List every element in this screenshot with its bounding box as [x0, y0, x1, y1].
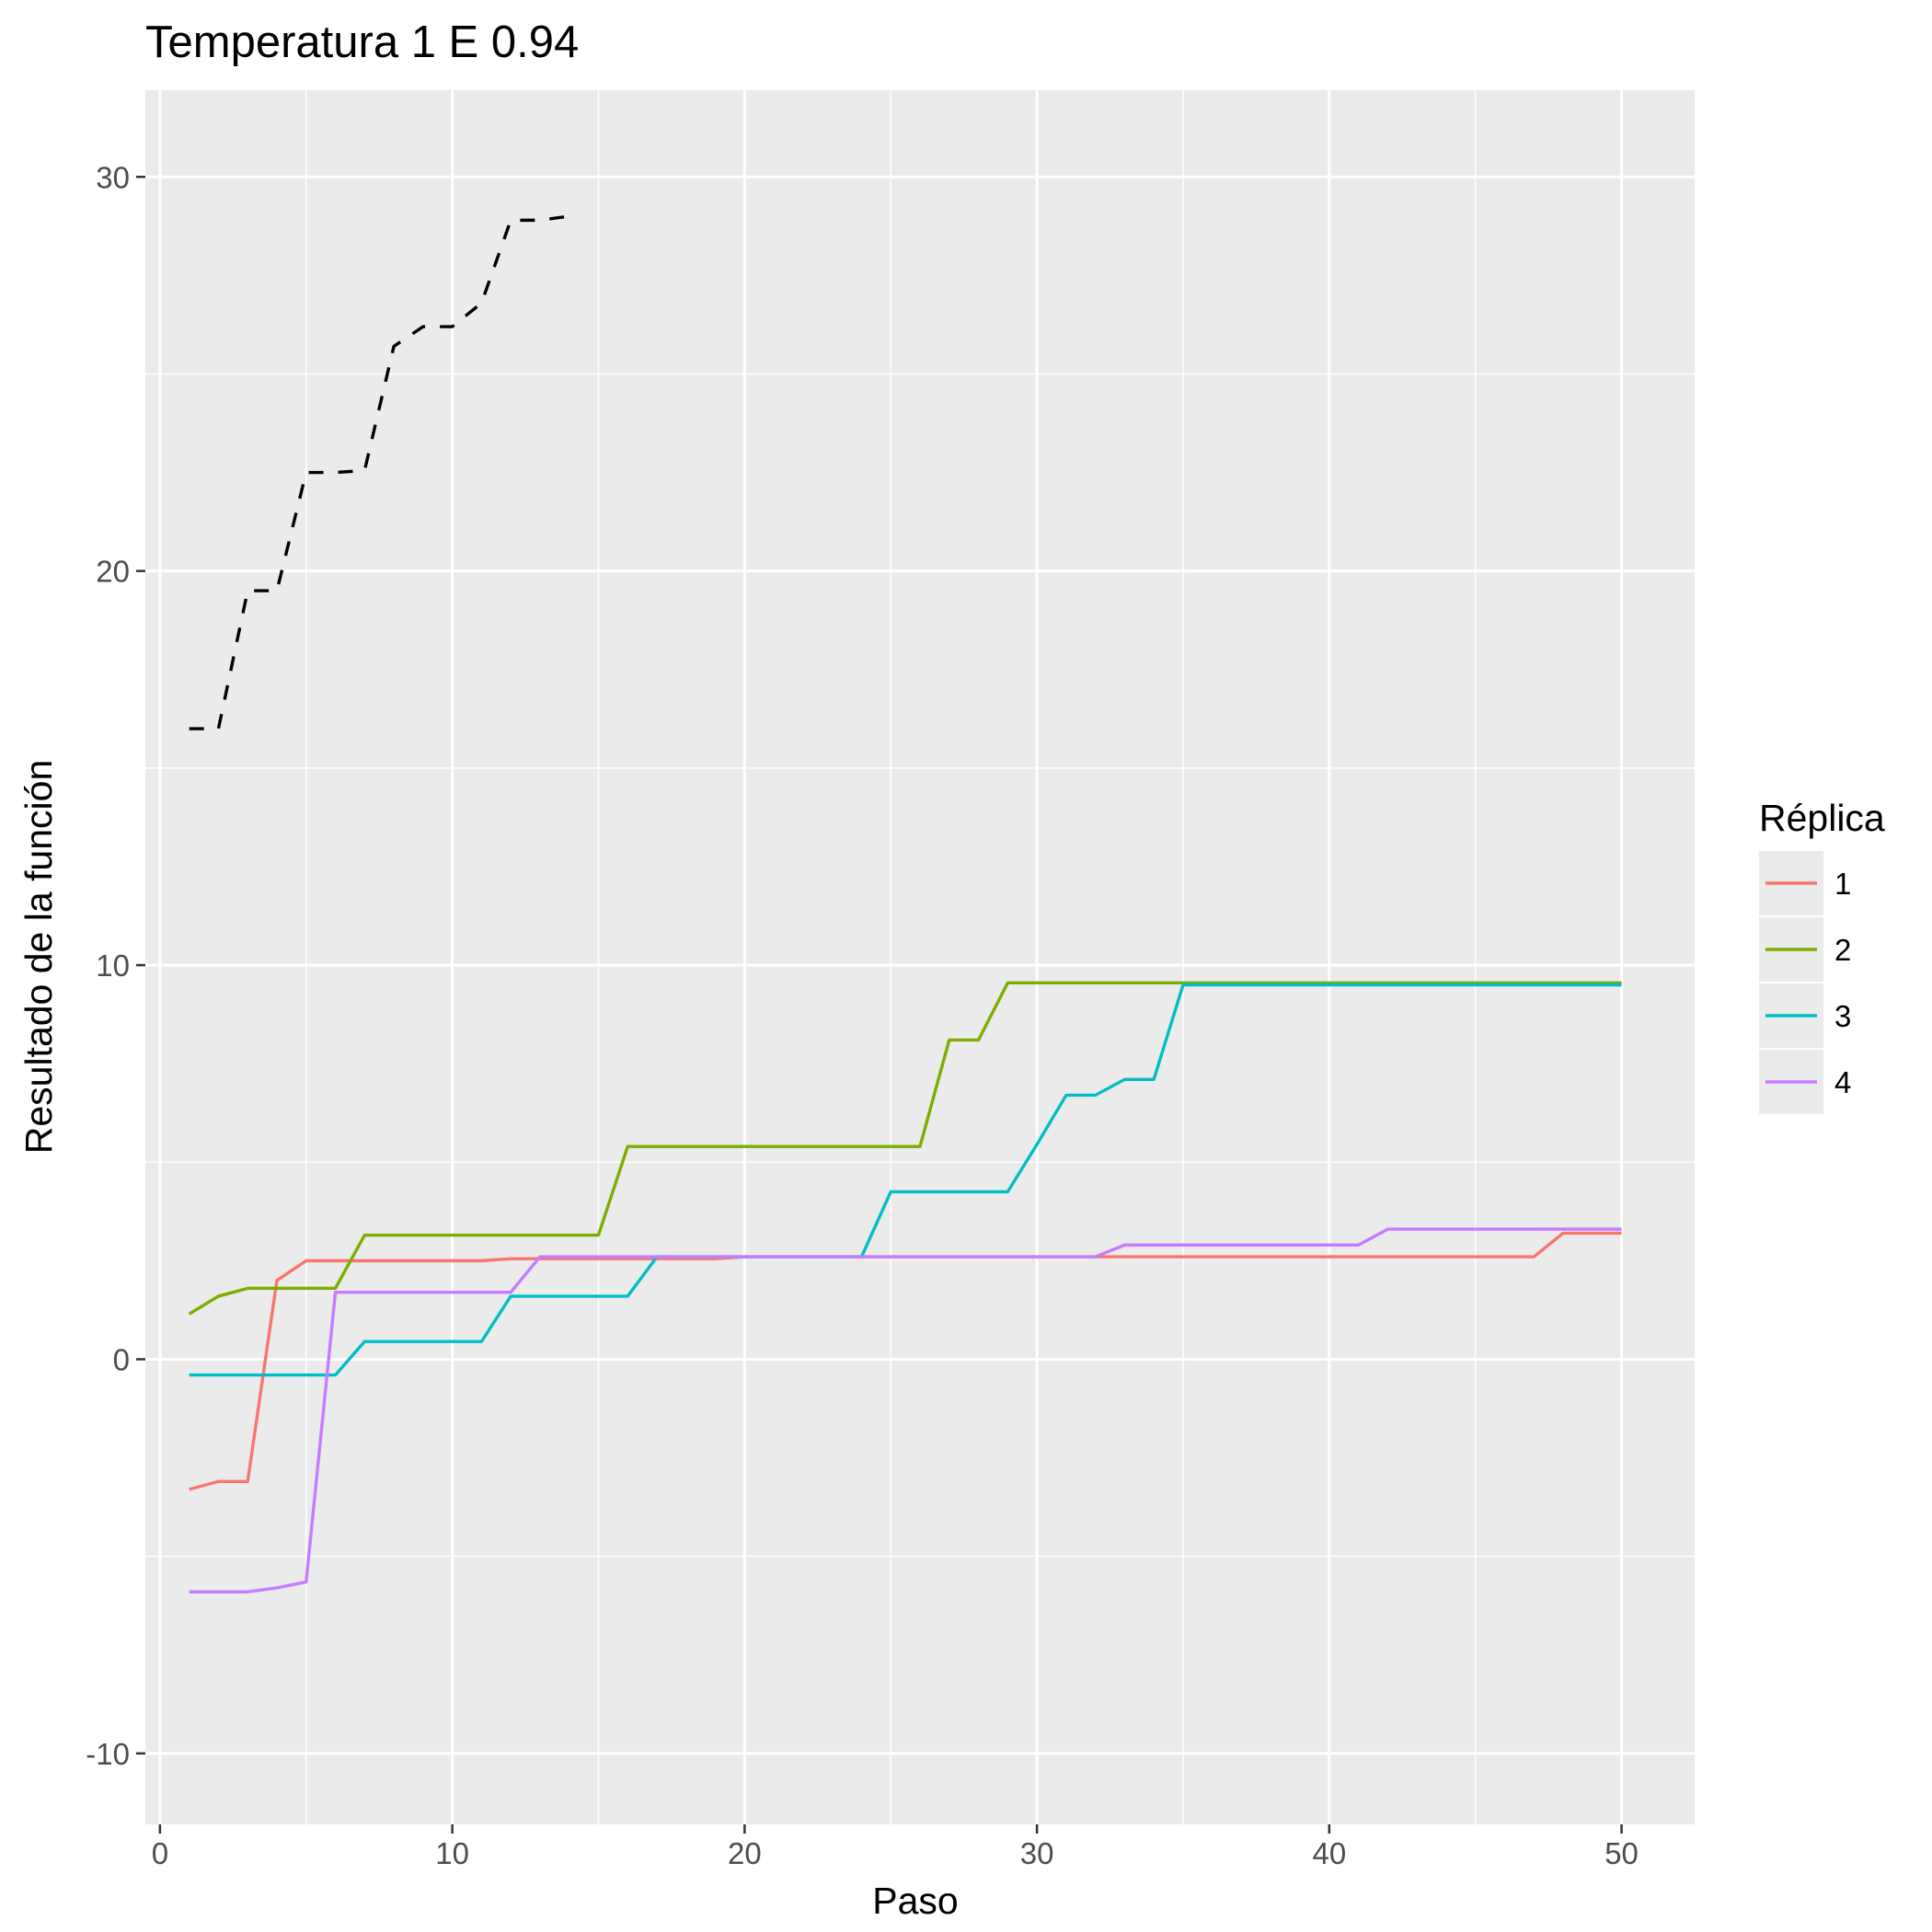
grid-major	[145, 90, 1695, 1824]
series-line-3	[189, 983, 1622, 1377]
y-tick-label: 30	[96, 160, 130, 194]
x-tick-label: 50	[1604, 1836, 1639, 1870]
plot-panel	[145, 90, 1695, 1824]
x-tick-label: 10	[435, 1836, 469, 1870]
y-tick-label: 0	[113, 1342, 130, 1376]
series-line-2	[188, 981, 1622, 1316]
y-tick-label: 20	[96, 555, 130, 589]
reference-dashed-line	[189, 214, 569, 730]
y-axis: -10 0 10 20 30	[86, 160, 145, 1771]
y-tick-label: 10	[96, 949, 130, 983]
x-axis: 0 10 20 30 40 50	[152, 1824, 1639, 1870]
x-tick-label: 40	[1312, 1836, 1346, 1870]
legend-label-4: 4	[1834, 1065, 1851, 1099]
series-line-4	[189, 1227, 1622, 1593]
series-layer	[188, 214, 1622, 1593]
legend-label-3: 3	[1834, 999, 1851, 1033]
legend-label-2: 2	[1834, 933, 1851, 967]
y-axis-title: Resultado de la función	[17, 760, 60, 1155]
chart-title: Temperatura 1 E 0.94	[145, 17, 579, 67]
x-tick-label: 30	[1020, 1836, 1054, 1870]
legend: Réplica 1 2 3 4	[1759, 797, 1885, 1114]
legend-title: Réplica	[1759, 797, 1885, 839]
legend-label-1: 1	[1834, 867, 1851, 901]
y-tick-label: -10	[86, 1737, 130, 1771]
grid-minor	[145, 90, 1695, 1824]
x-tick-label: 0	[152, 1836, 168, 1870]
x-axis-title: Paso	[872, 1880, 958, 1922]
x-tick-label: 20	[728, 1836, 762, 1870]
